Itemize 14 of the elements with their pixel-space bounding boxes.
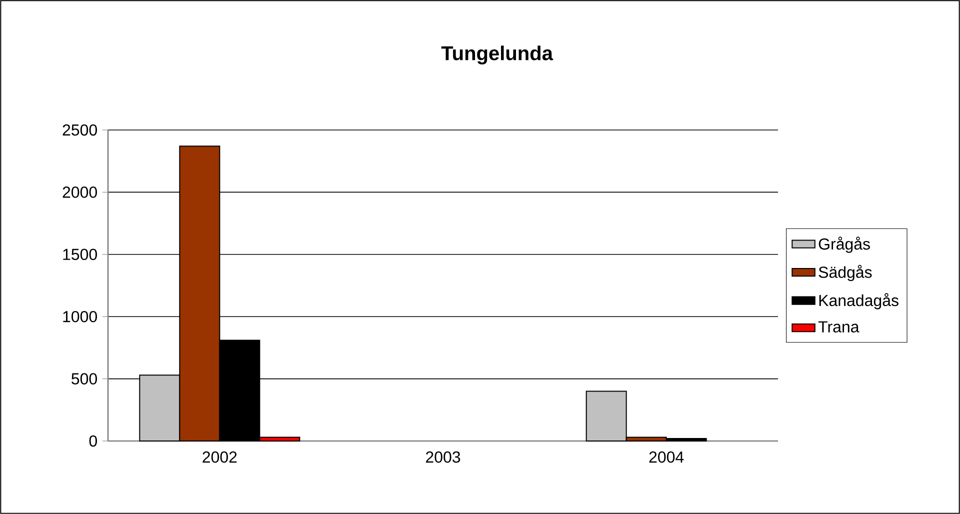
x-tick-label: 2004 [649, 451, 684, 463]
chart-title: Tungelunda [441, 46, 554, 64]
legend-label: Sädgås [818, 264, 872, 282]
y-tick-label: 2000 [62, 186, 97, 198]
legend-label: Trana [818, 321, 860, 332]
y-tick-label: 0 [89, 435, 97, 447]
y-tick-label: 2500 [62, 124, 97, 136]
x-tick-label: 2003 [426, 451, 460, 463]
y-tick-label: 500 [72, 373, 97, 384]
y-tick-label: 1500 [63, 248, 97, 260]
legend-label: Kanadagås [819, 293, 898, 310]
legend-label: Grågås [818, 236, 870, 253]
x-tick-label: 2002 [202, 451, 237, 463]
y-tick-label: 1000 [63, 310, 97, 322]
